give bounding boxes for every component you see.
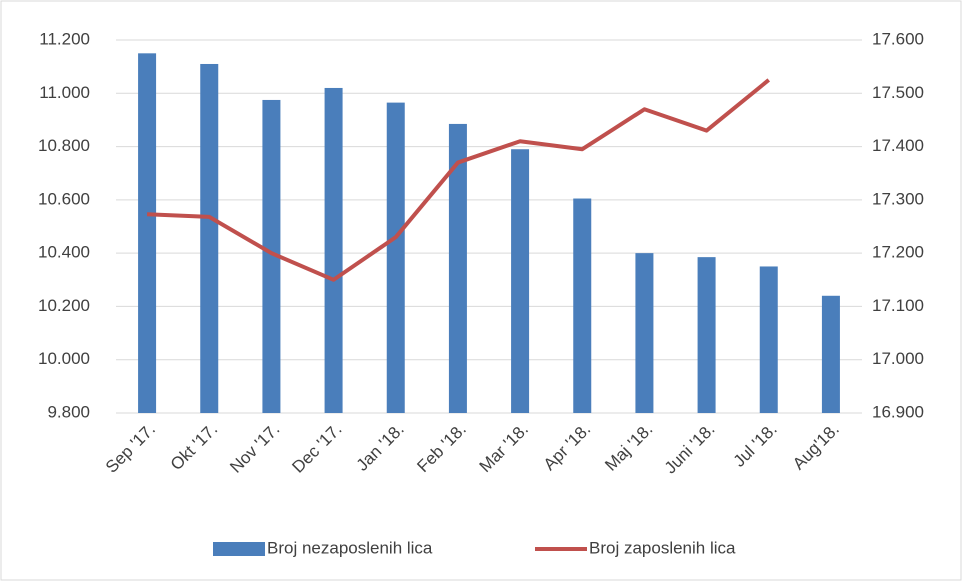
bar [324,87,343,413]
legend-label: Broj nezaposlenih lica [267,538,433,557]
y2-tick-label: 17.200 [872,243,924,262]
bar [573,198,592,413]
bar [386,102,405,413]
y-tick-label: 11.000 [39,83,90,102]
bar [697,257,716,413]
bar [821,295,840,413]
bar [759,266,778,413]
y2-tick-label: 17.500 [872,83,924,102]
legend-swatch [213,542,265,556]
bar [448,123,467,414]
y-tick-label: 11.200 [39,29,90,48]
y2-tick-label: 17.300 [872,189,924,208]
y2-tick-label: 17.600 [872,29,924,48]
y2-tick-label: 17.100 [872,296,924,315]
bar [138,53,157,413]
legend-label: Broj zaposlenih lica [589,538,736,557]
y-tick-label: 9.800 [47,402,90,421]
line [146,78,771,282]
y-tick-label: 10.200 [38,296,90,315]
y2-tick-label: 16.900 [872,402,924,421]
y-tick-label: 10.800 [38,136,90,155]
bar [200,63,219,413]
y2-tick-label: 17.400 [872,136,924,155]
bar [635,253,654,413]
y-tick-label: 10.600 [38,189,90,208]
y-tick-label: 10.400 [38,243,90,262]
y2-tick-label: 17.000 [872,349,924,368]
y-tick-label: 10.000 [38,349,90,368]
bar [511,149,530,413]
bar [262,99,281,414]
